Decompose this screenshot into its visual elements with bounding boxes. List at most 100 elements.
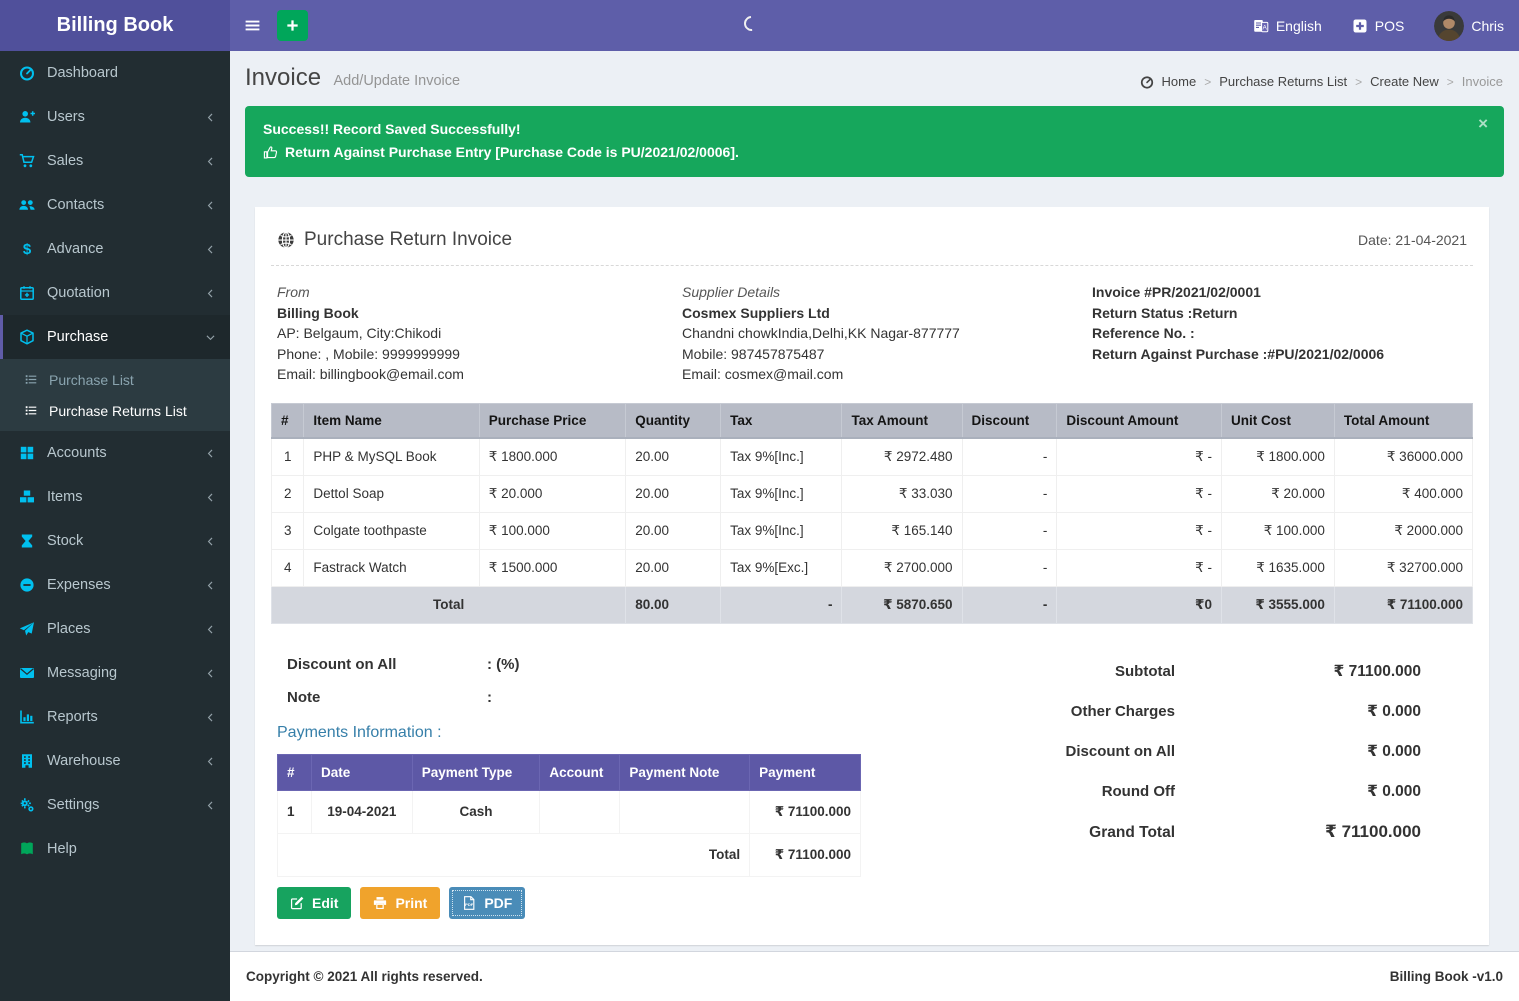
sidebar-item-label: Messaging bbox=[47, 665, 118, 681]
supplier-address: Chandni chowkIndia,Delhi,KK Nagar-877777 bbox=[682, 325, 960, 342]
table-cell: Cash bbox=[411, 789, 541, 834]
chevron-left-icon bbox=[205, 756, 216, 767]
quick-add-button[interactable] bbox=[277, 10, 308, 41]
table-cell: ₹ 1800.000 bbox=[1220, 437, 1335, 476]
summary-value: ₹ 0.000 bbox=[1367, 742, 1421, 760]
table-cell: ₹ - bbox=[1056, 511, 1222, 550]
dollar-icon: $ bbox=[18, 241, 36, 257]
sidebar-item-users[interactable]: Users bbox=[0, 95, 230, 139]
table-cell bbox=[619, 789, 751, 834]
sidebar-item-settings[interactable]: Settings bbox=[0, 783, 230, 827]
content-header: Invoice Add/Update Invoice Home > Purcha… bbox=[230, 51, 1519, 102]
col-header: Unit Cost bbox=[1220, 402, 1335, 439]
chevron-left-icon bbox=[205, 288, 216, 299]
table-cell: ₹ 1800.000 bbox=[478, 437, 627, 476]
table-cell: Tax 9%[Inc.] bbox=[720, 474, 843, 513]
table-cell: - bbox=[961, 437, 1058, 476]
sidebar-item-purchase-list[interactable]: Purchase List bbox=[0, 364, 230, 395]
sidebar-item-label: Stock bbox=[47, 533, 84, 549]
sidebar-item-purchase-returns-list[interactable]: Purchase Returns List bbox=[0, 395, 230, 426]
app-logo[interactable]: Billing Book bbox=[0, 0, 230, 51]
list-icon bbox=[23, 373, 39, 386]
edit-button-label: Edit bbox=[312, 894, 339, 911]
supplier-block: Supplier Details Cosmex Suppliers Ltd Ch… bbox=[682, 282, 1092, 385]
sidebar-item-stock[interactable]: Stock bbox=[0, 519, 230, 563]
sidebar-item-expenses[interactable]: Expenses bbox=[0, 563, 230, 607]
breadcrumb-purchase-returns-list[interactable]: Purchase Returns List bbox=[1219, 74, 1348, 89]
calendar-plus-icon bbox=[18, 285, 36, 301]
chevron-left-icon bbox=[205, 668, 216, 679]
list-icon bbox=[23, 404, 39, 417]
avatar bbox=[1434, 10, 1465, 41]
sidebar-item-advance[interactable]: $ Advance bbox=[0, 227, 230, 271]
table-cell: ₹ - bbox=[1056, 437, 1222, 476]
total-tax: - bbox=[720, 585, 843, 624]
sidebar-item-accounts[interactable]: Accounts bbox=[0, 431, 230, 475]
sidebar-item-warehouse[interactable]: Warehouse bbox=[0, 739, 230, 783]
paper-plane-icon bbox=[18, 621, 36, 637]
language-menu[interactable]: A English bbox=[1238, 0, 1337, 51]
table-cell: Colgate toothpaste bbox=[303, 511, 480, 550]
chevron-left-icon bbox=[205, 448, 216, 459]
chevron-left-icon bbox=[205, 712, 216, 723]
sidebar-item-reports[interactable]: Reports bbox=[0, 695, 230, 739]
items-table: # Item Name Purchase Price Quantity Tax … bbox=[270, 402, 1474, 624]
payments-header-row: # Date Payment Type Account Payment Note… bbox=[277, 753, 861, 791]
grid-icon bbox=[18, 445, 36, 461]
sidebar-item-label: Items bbox=[47, 489, 83, 505]
summary-label: Other Charges bbox=[1070, 702, 1175, 720]
table-row: 2 Dettol Soap ₹ 20.000 20.00 Tax 9%[Inc.… bbox=[270, 474, 1474, 513]
totals-summary: Subtotal ₹ 71100.000 Other Charges ₹ 0.0… bbox=[867, 648, 1467, 877]
building-icon bbox=[18, 753, 36, 769]
home-icon bbox=[1140, 75, 1154, 89]
col-header: Payment bbox=[749, 753, 861, 791]
edit-button[interactable]: Edit bbox=[277, 886, 352, 919]
sidebar-item-dashboard[interactable]: Dashboard bbox=[0, 51, 230, 95]
payments-table: # Date Payment Type Account Payment Note… bbox=[276, 753, 861, 877]
success-alert: Success!! Record Saved Successfully! Ret… bbox=[245, 106, 1504, 177]
pdf-button[interactable]: PDF PDF bbox=[449, 886, 526, 919]
print-button[interactable]: Print bbox=[360, 886, 441, 919]
purchase-submenu: Purchase List Purchase Returns List bbox=[0, 359, 230, 431]
summary-value: ₹ 71100.000 bbox=[1325, 821, 1421, 841]
cubes-icon bbox=[18, 489, 36, 505]
table-cell: ₹ 1635.000 bbox=[1220, 548, 1335, 587]
breadcrumb-home[interactable]: Home bbox=[1161, 74, 1197, 89]
breadcrumb-create-new[interactable]: Create New bbox=[1370, 74, 1439, 89]
sidebar-subitem-label: Purchase List bbox=[49, 371, 134, 388]
table-cell: Dettol Soap bbox=[303, 474, 480, 513]
sidebar-item-help[interactable]: Help bbox=[0, 827, 230, 871]
sidebar-item-label: Reports bbox=[47, 709, 98, 725]
sidebar-item-items[interactable]: Items bbox=[0, 475, 230, 519]
pos-button[interactable]: POS bbox=[1337, 0, 1420, 51]
cube-icon bbox=[18, 329, 36, 345]
table-cell: ₹ 33.030 bbox=[841, 474, 963, 513]
sidebar-toggle-button[interactable] bbox=[230, 0, 274, 51]
sidebar-item-sales[interactable]: Sales bbox=[0, 139, 230, 183]
user-menu[interactable]: Chris bbox=[1419, 0, 1519, 51]
sidebar-item-purchase[interactable]: Purchase bbox=[0, 315, 230, 359]
invoice-title-row: Purchase Return Invoice bbox=[277, 229, 512, 251]
sidebar-item-messaging[interactable]: Messaging bbox=[0, 651, 230, 695]
alert-close-icon[interactable]: × bbox=[1478, 114, 1488, 133]
gears-icon bbox=[18, 797, 36, 813]
main-content: Invoice Add/Update Invoice Home > Purcha… bbox=[230, 51, 1519, 951]
table-cell: ₹ 2000.000 bbox=[1333, 511, 1474, 550]
invoice-card: Purchase Return Invoice Date: 21-04-2021… bbox=[255, 207, 1489, 945]
table-row: 3 Colgate toothpaste ₹ 100.000 20.00 Tax… bbox=[270, 511, 1474, 550]
chevron-left-icon bbox=[205, 536, 216, 547]
edit-icon bbox=[290, 896, 304, 910]
sidebar-item-quotation[interactable]: Quotation bbox=[0, 271, 230, 315]
hamburger-icon bbox=[244, 17, 261, 34]
col-header: Payment Note bbox=[619, 753, 751, 791]
sidebar-item-places[interactable]: Places bbox=[0, 607, 230, 651]
printer-icon bbox=[373, 896, 387, 910]
table-cell: 3 bbox=[270, 511, 305, 550]
sidebar-item-contacts[interactable]: Contacts bbox=[0, 183, 230, 227]
discount-on-all-value: : (%) bbox=[487, 655, 520, 673]
breadcrumb-separator: > bbox=[1355, 74, 1363, 89]
table-cell: ₹ 165.140 bbox=[841, 511, 963, 550]
table-cell bbox=[539, 789, 621, 834]
total-discount: - bbox=[961, 585, 1058, 624]
sidebar-item-label: Places bbox=[47, 621, 91, 637]
